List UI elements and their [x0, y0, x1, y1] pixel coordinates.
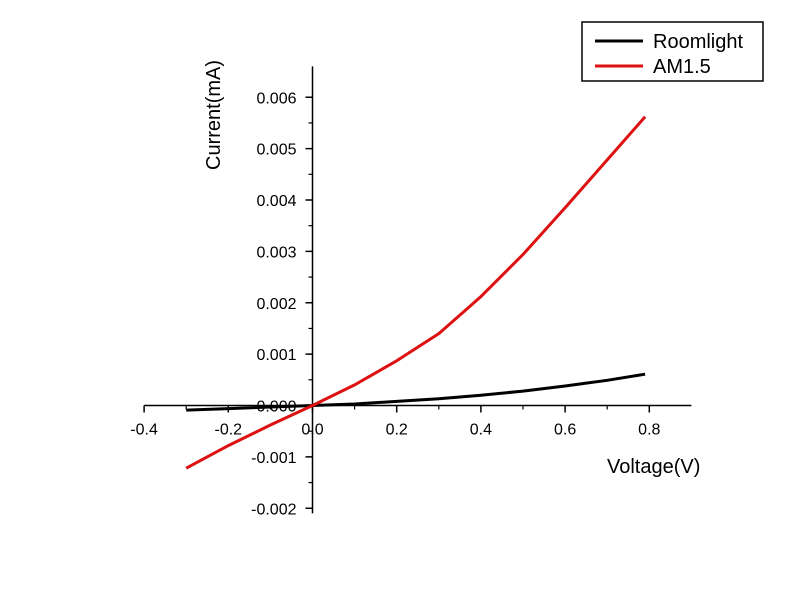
legend: Roomlight AM1.5: [581, 21, 764, 82]
y-axis-title: Current(mA): [203, 60, 225, 170]
legend-label-am15: AM1.5: [653, 56, 711, 78]
series-lines: [185, 115, 647, 470]
x-axis-ticks: -0.4 -0.2 0.0 0.2 0.4 0.6 0.8: [130, 405, 661, 439]
axes: [144, 66, 692, 514]
legend-label-roomlight: Roomlight: [653, 31, 743, 53]
y-tick-label: 0.005: [256, 142, 296, 159]
y-tick-label: 0.006: [256, 90, 296, 107]
x-axis-title: Voltage(V): [607, 456, 700, 478]
y-tick-label: -0.001: [251, 450, 296, 467]
x-tick-label: 0.8: [638, 422, 660, 439]
series-line-roomlight: [186, 372, 646, 412]
x-tick-label: 0.2: [386, 422, 408, 439]
y-tick-label: 0.003: [256, 244, 296, 261]
y-tick-label: 0.001: [256, 347, 296, 364]
x-tick-label: 0.6: [554, 422, 576, 439]
y-tick-label: 0.002: [256, 296, 296, 313]
legend-box: [581, 21, 764, 82]
x-tick-label: 0.4: [470, 422, 492, 439]
y-axis-ticks: -0.002-0.0010.0000.0010.0020.0030.0040.0…: [251, 90, 313, 518]
x-tick-label: -0.4: [130, 422, 158, 439]
x-tick-label: -0.2: [215, 422, 243, 439]
y-tick-label: -0.002: [251, 501, 296, 518]
x-tick-label: 0.0: [301, 422, 323, 439]
series-line-am15: [185, 115, 647, 470]
y-tick-label: 0.004: [256, 193, 296, 210]
